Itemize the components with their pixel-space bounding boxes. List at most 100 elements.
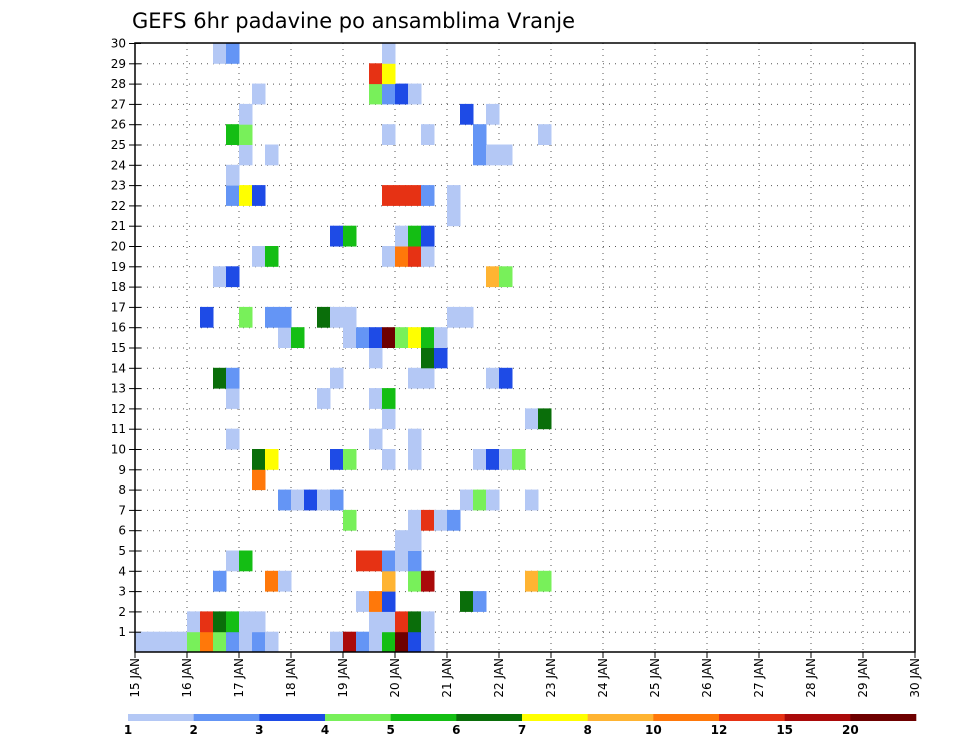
precip-cell: [382, 246, 396, 267]
precip-cell: [239, 550, 253, 572]
precip-cell: [395, 246, 409, 267]
precip-cell: [356, 591, 370, 612]
precip-cell: [382, 591, 396, 612]
precip-cell: [226, 124, 240, 145]
precip-cell: [356, 631, 370, 653]
precip-cell: [499, 144, 513, 166]
y-tick-label: 7: [118, 503, 126, 517]
legend-swatch: [193, 714, 260, 721]
precip-cell: [317, 388, 331, 409]
y-tick-label: 20: [111, 240, 126, 254]
x-tick-label: 28 JAN: [804, 658, 818, 698]
legend-label: 7: [518, 723, 526, 737]
precip-cell: [395, 530, 409, 551]
precip-cell: [265, 246, 279, 267]
precip-cell: [408, 185, 422, 206]
precip-cell: [473, 124, 487, 145]
precip-cell: [239, 611, 253, 633]
precip-cell: [499, 266, 513, 288]
precip-cell: [226, 164, 240, 186]
precip-cell: [252, 449, 266, 470]
precip-cell: [343, 631, 357, 653]
color-legend: 1 2 3 4 5 6 7 8 10 12 15 20: [124, 714, 917, 737]
precip-cell: [187, 611, 201, 633]
y-tick-label: 6: [118, 524, 126, 538]
precip-cell: [421, 246, 435, 267]
precip-cell: [317, 489, 331, 511]
precip-cell: [369, 550, 383, 572]
precip-cell: [512, 449, 526, 470]
precip-cell: [460, 591, 474, 612]
legend-swatch: [850, 714, 917, 721]
precip-cell: [369, 631, 383, 653]
precip-cell: [187, 631, 201, 653]
precip-cell: [421, 225, 435, 247]
precip-cell: [226, 631, 240, 653]
legend-label: 6: [452, 723, 460, 737]
legend-swatch: [259, 714, 326, 721]
y-tick-label: 27: [111, 97, 126, 111]
precip-cell: [408, 449, 422, 470]
precip-cell: [226, 185, 240, 206]
precip-cell: [486, 449, 500, 470]
x-tick-label: 17 JAN: [232, 658, 246, 698]
precip-cell: [213, 367, 227, 389]
precip-cell: [408, 611, 422, 633]
precip-cell: [369, 611, 383, 633]
x-tick-label: 16 JAN: [180, 658, 194, 698]
legend-label: 2: [189, 723, 197, 737]
y-tick-label: 8: [118, 483, 126, 497]
precip-cell: [460, 489, 474, 511]
precip-cell: [525, 408, 539, 430]
precip-cell: [434, 347, 448, 369]
x-axis: 15 JAN 16 JAN 17 JAN 18 JAN 19 JAN 20 JAN 21 J…: [128, 652, 922, 698]
precip-cell: [226, 550, 240, 572]
precip-cell: [421, 509, 435, 531]
precip-cell: [434, 509, 448, 531]
precip-cell: [395, 550, 409, 572]
precip-cell: [538, 408, 552, 430]
precip-cell: [330, 225, 344, 247]
precip-cell: [447, 185, 461, 206]
y-tick-label: 10: [111, 443, 126, 457]
precip-cell: [421, 631, 435, 653]
legend-swatch: [522, 714, 588, 721]
precip-cell: [538, 570, 552, 592]
precip-cell: [213, 43, 227, 64]
precip-cell: [213, 570, 227, 592]
precip-cell: [239, 103, 253, 125]
y-tick-label: 25: [111, 138, 126, 152]
precip-cell: [421, 124, 435, 145]
legend-label: 3: [255, 723, 263, 737]
x-tick-label: 21 JAN: [440, 658, 454, 698]
y-tick-label: 15: [111, 341, 126, 355]
precip-cell: [408, 367, 422, 389]
precip-cell: [291, 489, 305, 511]
x-tick-label: 25 JAN: [648, 658, 662, 698]
precip-cell: [421, 367, 435, 389]
precip-cell: [330, 631, 344, 653]
y-tick-label: 24: [111, 158, 126, 172]
precip-cell: [213, 611, 227, 633]
y-tick-label: 12: [111, 402, 126, 416]
precip-cell: [265, 631, 279, 653]
chart-title: GEFS 6hr padavine po ansamblima Vranje: [132, 9, 575, 33]
legend-swatch: [456, 714, 523, 721]
legend-swatch: [390, 714, 457, 721]
precip-cell: [252, 469, 266, 491]
precip-cell: [252, 631, 266, 653]
x-tick-label: 22 JAN: [492, 658, 506, 698]
precip-cell: [421, 327, 435, 348]
precip-cell: [369, 428, 383, 450]
precip-cell: [265, 144, 279, 166]
precip-cell: [382, 327, 396, 348]
precip-cell: [538, 124, 552, 145]
precip-cell: [200, 611, 214, 633]
legend-label: 5: [386, 723, 394, 737]
legend-swatch: [653, 714, 720, 721]
precip-cell: [278, 306, 292, 328]
y-tick-label: 29: [111, 57, 126, 71]
precip-cell: [213, 631, 227, 653]
legend-swatch: [784, 714, 851, 721]
